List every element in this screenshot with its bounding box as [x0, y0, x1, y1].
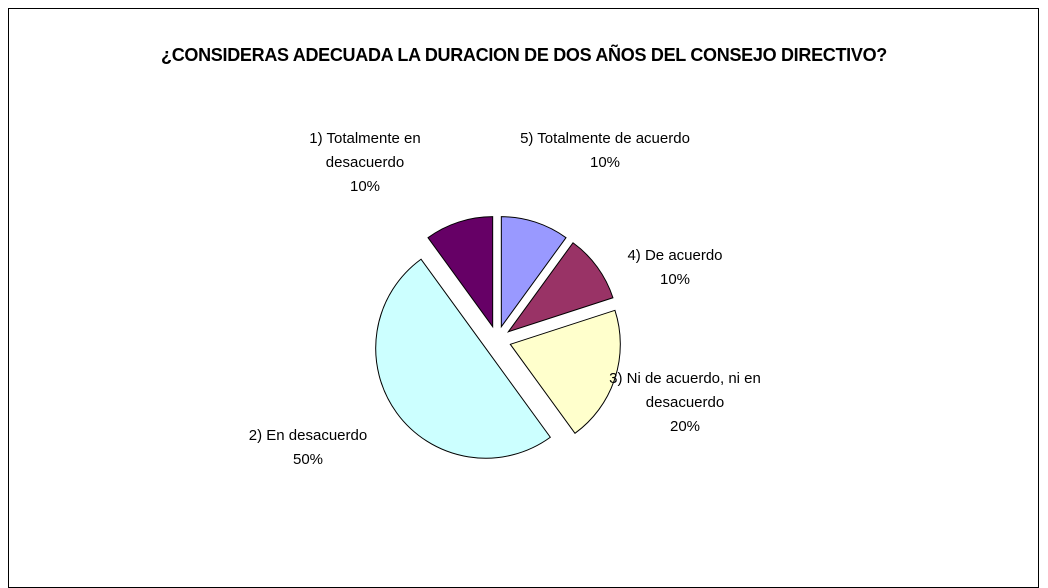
category-label: 3) Ni de acuerdo, ni en desacuerdo: [609, 370, 761, 411]
pie-slice: [507, 242, 614, 333]
pie-slice: [500, 216, 567, 329]
slice-label: 3) Ni de acuerdo, ni en desacuerdo 20%: [605, 367, 765, 439]
chart-title: ¿CONSIDERAS ADECUADA LA DURACION DE DOS …: [161, 45, 887, 65]
pie-slice: [427, 216, 494, 329]
category-label: 2) En desacuerdo: [248, 427, 368, 444]
slice-label: 4) De acuerdo 10%: [600, 244, 750, 292]
slice-label: 1) Totalmente en desacuerdo 10%: [280, 127, 450, 199]
value-label: 10%: [349, 178, 381, 195]
category-label: 5) Totalmente de acuerdo: [520, 130, 690, 147]
pie-chart: [375, 216, 621, 459]
pie-slice: [375, 258, 552, 459]
value-label: 10%: [589, 154, 621, 171]
page: ¿CONSIDERAS ADECUADA LA DURACION DE DOS …: [8, 8, 1039, 588]
pie-slice: [509, 309, 621, 435]
value-label: 50%: [292, 451, 324, 468]
category-label: 1) Totalmente en desacuerdo: [309, 130, 421, 171]
category-label: 4) De acuerdo: [627, 247, 723, 264]
slice-label: 2) En desacuerdo 50%: [218, 424, 398, 472]
value-label: 20%: [669, 418, 701, 435]
slice-label: 5) Totalmente de acuerdo 10%: [520, 127, 690, 175]
value-label: 10%: [659, 271, 691, 288]
